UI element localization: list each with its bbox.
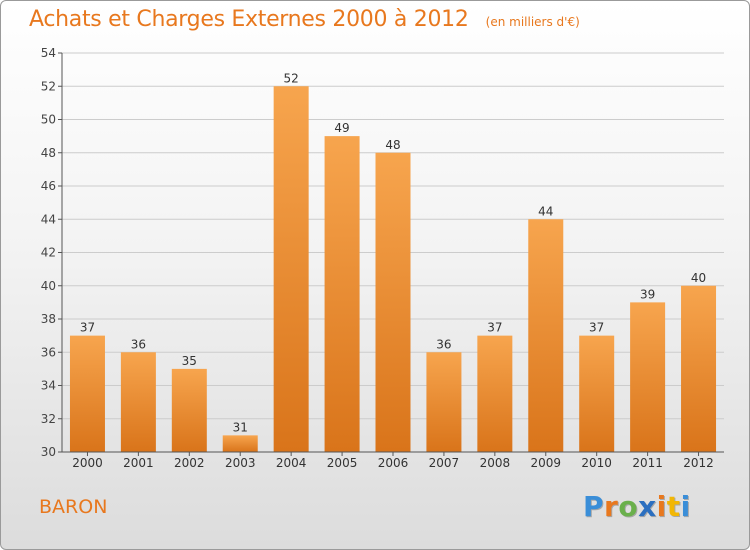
- bar-value-label: 37: [80, 321, 95, 335]
- bar-value-label: 36: [131, 337, 146, 351]
- bar-2005: [324, 136, 360, 452]
- bar-value-label: 37: [589, 321, 604, 335]
- x-tick-label: 2006: [378, 456, 409, 470]
- logo-letter: P: [583, 490, 605, 523]
- bar-value-label: 36: [436, 337, 451, 351]
- x-tick-label: 2011: [632, 456, 663, 470]
- bar-2006: [375, 152, 411, 452]
- x-tick-label: 2003: [225, 456, 256, 470]
- commune-name: BARON: [39, 496, 108, 518]
- logo-letter: t: [666, 490, 681, 523]
- x-tick-label: 2012: [683, 456, 714, 470]
- x-tick-label: 2008: [480, 456, 511, 470]
- y-tick-label: 46: [41, 179, 56, 193]
- x-tick-label: 2002: [174, 456, 205, 470]
- bar-2002: [171, 368, 207, 452]
- bar-value-label: 31: [233, 420, 248, 434]
- title-row: Achats et Charges Externes 2000 à 2012 (…: [29, 7, 580, 32]
- x-tick-label: 2005: [327, 456, 358, 470]
- logo-letter: i: [680, 490, 691, 523]
- bar-2003: [222, 435, 258, 452]
- x-tick-label: 2001: [123, 456, 154, 470]
- logo-letter: x: [638, 490, 657, 523]
- y-tick-label: 36: [41, 345, 56, 359]
- y-tick-label: 50: [41, 113, 56, 127]
- bar-2011: [630, 302, 666, 452]
- bar-value-label: 37: [487, 321, 502, 335]
- chart-title: Achats et Charges Externes 2000 à 2012: [29, 7, 469, 32]
- bar-2012: [681, 285, 717, 452]
- x-tick-label: 2004: [276, 456, 307, 470]
- bar-value-label: 49: [334, 121, 349, 135]
- logo-letter: o: [618, 490, 639, 523]
- y-tick-label: 48: [41, 146, 56, 160]
- bar-value-label: 48: [385, 138, 400, 152]
- x-tick-label: 2009: [530, 456, 561, 470]
- x-tick-label: 2000: [72, 456, 103, 470]
- chart-unit: (en milliers d'€): [485, 15, 580, 29]
- y-tick-label: 30: [41, 445, 56, 459]
- y-tick-label: 38: [41, 312, 56, 326]
- x-tick-label: 2007: [429, 456, 460, 470]
- bar-2004: [273, 86, 309, 452]
- bar-2001: [120, 352, 156, 452]
- proxiti-logo[interactable]: Proxiti: [583, 490, 691, 523]
- bar-2008: [477, 335, 513, 452]
- bar-value-label: 39: [640, 287, 655, 301]
- y-tick-label: 32: [41, 412, 56, 426]
- y-tick-label: 54: [41, 46, 56, 60]
- bar-2010: [579, 335, 615, 452]
- bar-value-label: 35: [182, 354, 197, 368]
- bar-2009: [528, 219, 564, 452]
- logo-letter: i: [656, 490, 667, 523]
- y-tick-label: 42: [41, 246, 56, 260]
- bar-value-label: 52: [284, 71, 299, 85]
- bar-2000: [69, 335, 105, 452]
- y-tick-label: 34: [41, 379, 56, 393]
- logo-letter: r: [604, 490, 619, 523]
- bar-2007: [426, 352, 462, 452]
- y-tick-label: 52: [41, 79, 56, 93]
- x-tick-label: 2010: [581, 456, 612, 470]
- y-tick-label: 44: [41, 212, 56, 226]
- bar-value-label: 44: [538, 204, 553, 218]
- bar-value-label: 40: [691, 271, 706, 285]
- y-tick-label: 40: [41, 279, 56, 293]
